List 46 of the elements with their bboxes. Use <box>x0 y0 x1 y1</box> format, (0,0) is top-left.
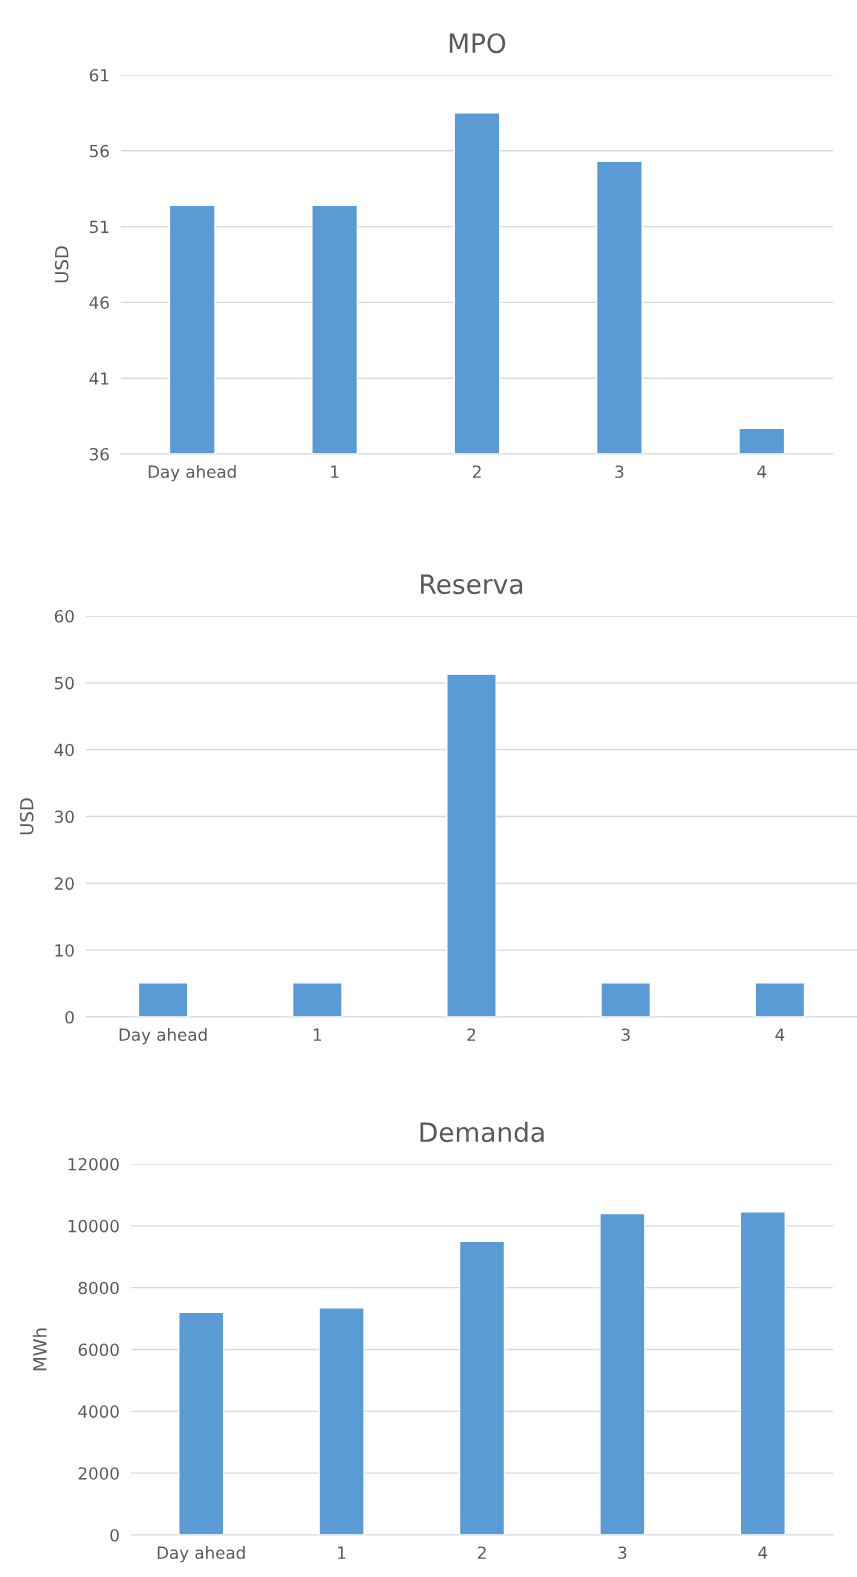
chart-title: MPO <box>449 33 506 54</box>
y-tick-label: 50 <box>54 676 74 690</box>
y-tick-label: 41 <box>89 372 109 385</box>
y-tick-label: 0 <box>65 1010 74 1024</box>
y-axis-title: MWh <box>32 1328 47 1371</box>
y-axis-title: USD <box>54 246 69 283</box>
x-tick-label: 3 <box>621 1028 630 1042</box>
y-tick-label: 10000 <box>68 1219 119 1233</box>
bar <box>178 1311 225 1535</box>
y-tick-label: 40 <box>54 743 74 757</box>
x-tick-label: Day ahead <box>119 1028 207 1045</box>
x-tick-label: 4 <box>757 465 767 478</box>
y-axis-title: USD <box>19 798 34 835</box>
bar <box>318 1307 365 1535</box>
x-tick-label: 1 <box>338 1546 346 1559</box>
y-tick-label: 36 <box>89 447 109 461</box>
y-tick-label: 30 <box>54 810 74 824</box>
y-tick-label: 56 <box>89 144 109 158</box>
y-tick-label: 61 <box>89 68 109 82</box>
x-tick-label: 2 <box>477 1546 486 1559</box>
bar <box>599 1212 646 1535</box>
y-tick-label: 6000 <box>78 1343 119 1357</box>
bar <box>739 1211 786 1535</box>
y-tick-label: 60 <box>54 609 74 623</box>
x-tick-label: 4 <box>758 1546 768 1559</box>
x-tick-label: 3 <box>615 465 624 479</box>
x-tick-label: Day ahead <box>157 1546 245 1563</box>
x-tick-label: 2 <box>467 1028 476 1041</box>
y-tick-label: 20 <box>54 877 74 890</box>
x-tick-label: 2 <box>472 465 481 478</box>
y-tick-label: 4000 <box>78 1405 119 1418</box>
chart-title: Demanda <box>420 1121 544 1143</box>
bar <box>458 1240 506 1535</box>
x-tick-label: 4 <box>775 1028 785 1041</box>
y-tick-label: 10 <box>55 944 74 957</box>
y-tick-label: 2000 <box>78 1467 119 1480</box>
x-tick-label: 1 <box>313 1028 322 1041</box>
x-tick-label: Day ahead <box>148 465 236 482</box>
y-tick-label: 46 <box>89 296 109 309</box>
y-tick-label: 8000 <box>78 1281 119 1295</box>
y-tick-label: 0 <box>110 1528 119 1542</box>
y-tick-label: 51 <box>89 220 109 234</box>
y-tick-label: 12000 <box>68 1157 119 1171</box>
x-tick-label: 3 <box>618 1546 627 1560</box>
chart-title: Reserva <box>421 574 523 595</box>
x-tick-label: 1 <box>331 465 339 478</box>
